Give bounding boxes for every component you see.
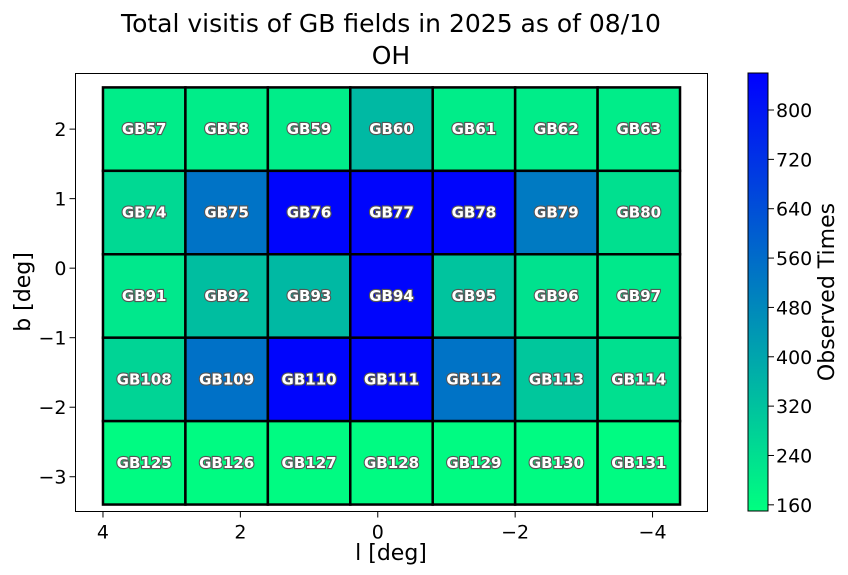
cell-label: GB127 bbox=[282, 454, 337, 472]
cell-label: GB60 bbox=[369, 120, 414, 138]
y-tick-label: 1 bbox=[54, 189, 66, 211]
x-axis-ticks: 4 2 0 −2 −4 bbox=[97, 511, 667, 544]
y-tick-label: 0 bbox=[54, 258, 66, 280]
cell-label: GB93 bbox=[287, 287, 332, 305]
cell-label: GB91 bbox=[122, 287, 167, 305]
colorbar-tick-label: 800 bbox=[776, 100, 812, 122]
heatmap-cell bbox=[184, 169, 270, 256]
colorbar-tick-label: 720 bbox=[776, 149, 812, 171]
plot-frame bbox=[75, 73, 708, 512]
heatmap-cell bbox=[266, 253, 352, 339]
y-axis-label: b [deg] bbox=[11, 252, 36, 332]
heatmap-cell bbox=[184, 419, 270, 506]
y-tick-label: −1 bbox=[38, 328, 66, 350]
heatmap-cells bbox=[101, 86, 682, 506]
x-tick-label: −4 bbox=[639, 522, 667, 544]
chart-title: Total visitis of GB fields in 2025 as of… bbox=[120, 9, 661, 38]
heatmap-cell bbox=[101, 253, 187, 339]
cell-label: GB59 bbox=[287, 120, 332, 138]
x-axis-label: l [deg] bbox=[355, 541, 427, 566]
cell-label: GB95 bbox=[452, 287, 497, 305]
heatmap-cell bbox=[184, 253, 270, 339]
heatmap-cell bbox=[349, 86, 434, 173]
y-axis-ticks: 2 1 0 −1 −2 −3 bbox=[38, 119, 76, 489]
heatmap-cell bbox=[431, 336, 517, 423]
x-tick-label: 2 bbox=[234, 522, 246, 544]
cell-label: GB128 bbox=[364, 454, 419, 472]
cell-label: GB58 bbox=[204, 120, 249, 138]
heatmap-cell bbox=[431, 169, 517, 256]
cell-label: GB80 bbox=[616, 204, 661, 222]
x-tick-label: 0 bbox=[372, 522, 384, 544]
y-tick-label: −2 bbox=[38, 397, 66, 419]
cell-label: GB78 bbox=[452, 204, 497, 222]
cell-label: GB130 bbox=[529, 454, 584, 472]
heatmap-cell bbox=[596, 419, 682, 506]
colorbar-tick-label: 480 bbox=[776, 297, 812, 319]
heatmap-cell bbox=[101, 169, 187, 256]
colorbar-tick-label: 400 bbox=[776, 347, 812, 369]
colorbar bbox=[747, 72, 769, 512]
cell-label: GB94 bbox=[369, 287, 414, 305]
heatmap-cell bbox=[513, 253, 599, 339]
colorbar-tick-label: 160 bbox=[776, 495, 812, 517]
cell-label: GB61 bbox=[452, 120, 497, 138]
cell-label: GB108 bbox=[117, 370, 172, 388]
cell-labels: GB57 GB58 GB59 GB60 GB61 GB62 GB63 GB74 GB75 GB76… bbox=[116, 119, 668, 473]
heatmap-cell bbox=[596, 86, 682, 173]
heatmap-cell bbox=[596, 169, 682, 256]
cell-label: GB92 bbox=[204, 287, 249, 305]
heatmap-cell bbox=[266, 419, 352, 506]
colorbar-tick-label: 640 bbox=[776, 199, 812, 221]
cell-label: GB131 bbox=[611, 454, 666, 472]
cell-label: GB126 bbox=[199, 454, 254, 472]
heatmap-cell bbox=[184, 336, 270, 423]
chart-subtitle: OH bbox=[372, 41, 410, 70]
heatmap-cell bbox=[349, 419, 434, 506]
cell-label: GB76 bbox=[287, 204, 332, 222]
cell-label: GB63 bbox=[616, 120, 661, 138]
cell-label: GB79 bbox=[534, 204, 579, 222]
heatmap-cell bbox=[101, 336, 187, 423]
colorbar-ticks: 160 240 320 400 480 560 640 720 800 bbox=[768, 100, 812, 517]
cell-label: GB74 bbox=[122, 204, 167, 222]
cell-label: GB113 bbox=[529, 370, 584, 388]
colorbar-tick-label: 320 bbox=[776, 396, 812, 418]
cell-label: GB57 bbox=[122, 120, 167, 138]
cell-label: GB110 bbox=[282, 370, 337, 388]
cell-label: GB109 bbox=[199, 370, 254, 388]
colorbar-label: Observed Times bbox=[815, 203, 840, 381]
cell-label: GB62 bbox=[534, 120, 579, 138]
heatmap-cell bbox=[101, 419, 187, 506]
y-tick-label: −3 bbox=[38, 467, 66, 489]
colorbar-tick-label: 240 bbox=[776, 445, 812, 467]
cell-label: GB96 bbox=[534, 287, 579, 305]
cell-label: GB129 bbox=[446, 454, 501, 472]
cell-label: GB97 bbox=[616, 287, 661, 305]
heatmap-cell bbox=[513, 86, 599, 173]
heatmap-cell bbox=[349, 169, 434, 256]
colorbar-tick-label: 560 bbox=[776, 248, 812, 270]
cell-label: GB75 bbox=[204, 204, 249, 222]
cell-label: GB114 bbox=[611, 370, 666, 388]
y-tick-label: 2 bbox=[54, 119, 66, 141]
cell-label: GB112 bbox=[446, 370, 501, 388]
heatmap-cell bbox=[513, 336, 599, 423]
x-tick-label: −2 bbox=[501, 522, 529, 544]
cell-label: GB125 bbox=[117, 454, 172, 472]
cell-label: GB111 bbox=[364, 370, 419, 388]
x-tick-label: 4 bbox=[97, 522, 109, 544]
cell-label: GB77 bbox=[369, 204, 414, 222]
